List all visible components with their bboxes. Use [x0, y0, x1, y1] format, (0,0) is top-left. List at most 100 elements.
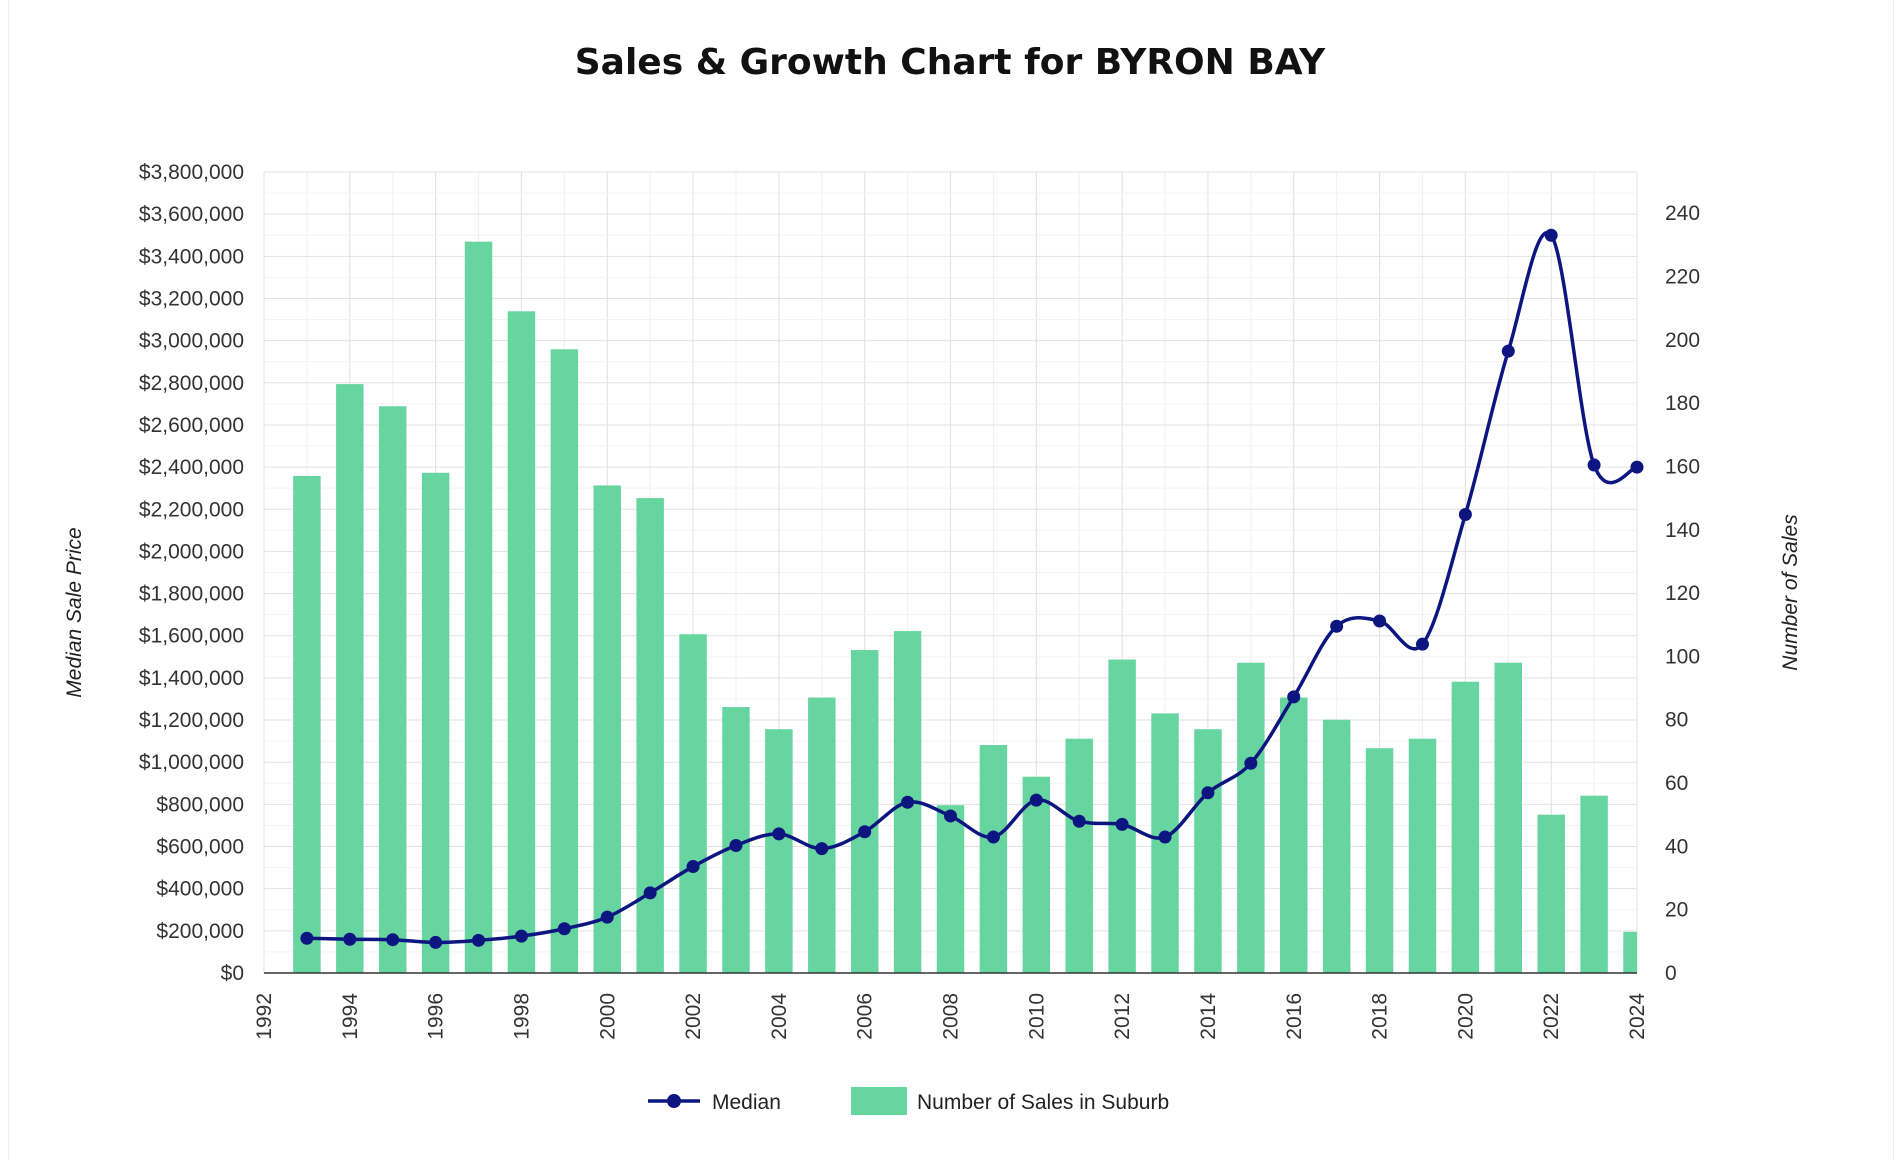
sales-bar — [464, 241, 493, 974]
x-tick-label: 2024 — [1626, 993, 1649, 1040]
sales-bar — [1322, 719, 1351, 973]
sales-bar — [1494, 662, 1523, 973]
median-point — [858, 825, 872, 839]
sales-bar — [765, 729, 793, 973]
y-right-tick-label: 100 — [1665, 645, 1700, 668]
median-point — [557, 922, 571, 936]
y-left-tick-label: $1,000,000 — [139, 751, 244, 774]
median-point — [1201, 786, 1215, 800]
sales-bar — [378, 406, 407, 974]
y-right-tick-label: 120 — [1665, 582, 1700, 605]
y-left-tick-label: $1,200,000 — [139, 709, 244, 732]
y-left-tick-label: $3,400,000 — [139, 245, 244, 268]
sales-bar — [1623, 931, 1637, 973]
sales-bar — [1194, 729, 1222, 973]
x-tick-label: 2004 — [768, 993, 791, 1040]
y-right-tick-label: 240 — [1665, 202, 1700, 225]
y-left-tick-label: $2,200,000 — [139, 498, 244, 521]
median-point — [1630, 460, 1644, 474]
x-tick-label: 2020 — [1454, 993, 1477, 1040]
sales-bar — [679, 634, 707, 973]
sales-bar — [636, 498, 664, 973]
y-left-axis-title: Median Sale Price — [63, 527, 86, 697]
sales-bar — [507, 311, 536, 974]
median-point — [429, 935, 443, 949]
y-left-tick-label: $2,600,000 — [139, 414, 244, 437]
y-right-tick-label: 20 — [1665, 899, 1688, 922]
sales-bar — [808, 697, 836, 973]
y-left-tick-label: $2,400,000 — [139, 456, 244, 479]
median-point — [1544, 228, 1558, 242]
median-point — [1158, 830, 1172, 844]
x-tick-label: 2000 — [596, 993, 619, 1040]
y-left-tick-label: $2,800,000 — [139, 372, 244, 395]
median-point — [1115, 817, 1129, 831]
median-point — [600, 910, 614, 924]
y-left-tick-label: $600,000 — [156, 836, 244, 859]
sales-bar — [336, 384, 364, 973]
median-point — [1373, 614, 1387, 628]
legend: Median Number of Sales in Suburb — [648, 1087, 1169, 1115]
x-tick-label: 2002 — [682, 993, 705, 1040]
y-right-tick-label: 140 — [1665, 519, 1700, 542]
sales-bar — [1451, 681, 1480, 973]
median-point — [343, 932, 357, 946]
chart-title: Sales & Growth Chart for BYRON BAY — [574, 42, 1326, 83]
median-point — [1415, 637, 1429, 651]
sales-bar — [1022, 776, 1051, 973]
x-tick-label: 2012 — [1111, 993, 1134, 1040]
sales-bar — [421, 472, 450, 973]
x-tick-label: 1996 — [425, 993, 448, 1040]
sales-bar — [1365, 748, 1394, 973]
median-point — [300, 931, 314, 945]
median-line-path — [306, 230, 1638, 945]
x-tick-label: 1994 — [339, 993, 362, 1040]
sales-bar — [979, 745, 1008, 973]
y-right-tick-label: 80 — [1665, 709, 1688, 732]
sales-bar — [850, 650, 879, 973]
sales-bars — [293, 241, 1637, 974]
median-point — [815, 842, 829, 856]
legend-sales-swatch — [851, 1087, 907, 1115]
median-line — [300, 228, 1644, 949]
median-point — [643, 886, 657, 900]
x-tick-label: 2014 — [1197, 993, 1220, 1040]
sales-bar — [1580, 795, 1608, 973]
median-point — [1029, 793, 1043, 807]
median-point — [1458, 508, 1472, 522]
median-point — [1244, 756, 1258, 770]
y-left-tick-label: $2,000,000 — [139, 540, 244, 563]
median-point — [514, 929, 528, 943]
sales-bar — [1280, 697, 1308, 973]
median-point — [1501, 344, 1515, 358]
y-right-tick-label: 40 — [1665, 835, 1688, 858]
x-tick-label: 2022 — [1540, 993, 1563, 1040]
median-point — [1587, 458, 1601, 472]
y-left-tick-label: $3,200,000 — [139, 287, 244, 310]
x-tick-label: 1998 — [510, 993, 533, 1040]
y-left-tick-label: $1,400,000 — [139, 667, 244, 690]
median-point — [686, 860, 700, 874]
x-tick-label: 2008 — [940, 993, 963, 1040]
y-right-tick-label: 180 — [1665, 392, 1700, 415]
sales-bar — [1537, 814, 1565, 973]
x-tick-label: 2006 — [854, 993, 877, 1040]
median-point — [944, 809, 957, 823]
sales-bar — [1408, 738, 1437, 973]
y-left-tick-label: $1,600,000 — [139, 625, 244, 648]
median-point — [386, 933, 400, 947]
sales-bar — [1237, 662, 1265, 973]
sales-bar — [293, 475, 321, 973]
y-left-tick-label: $1,800,000 — [139, 583, 244, 606]
y-left-tick-label: $400,000 — [156, 878, 244, 901]
sales-bar — [936, 805, 965, 973]
axes: $0 $200,000 $400,000 $600,000 $800,000 $1,000… — [63, 161, 1802, 1040]
y-left-tick-label: $200,000 — [156, 920, 244, 943]
y-left-tick-label: $800,000 — [156, 793, 244, 816]
y-right-tick-label: 60 — [1665, 772, 1688, 795]
legend-median-label: Median — [712, 1091, 781, 1114]
sales-bar — [1065, 738, 1093, 973]
median-point — [1330, 619, 1344, 633]
median-point — [729, 838, 743, 852]
